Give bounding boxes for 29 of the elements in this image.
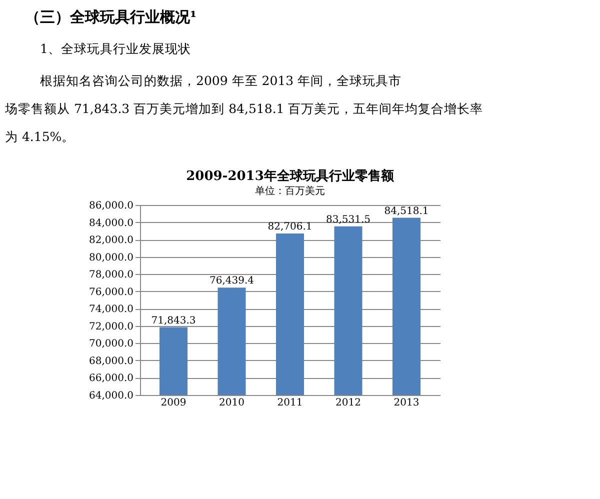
y-tick-label: 76,000.0 bbox=[88, 286, 134, 298]
x-tick-label: 2010 bbox=[219, 398, 244, 408]
y-tick-label: 70,000.0 bbox=[88, 338, 134, 350]
x-tick-label: 2009 bbox=[160, 398, 186, 408]
data-label: 83,531.5 bbox=[326, 214, 371, 226]
y-tick-label: 84,000.0 bbox=[88, 218, 134, 229]
chart-subtitle: 单位：百万美元 bbox=[255, 185, 325, 197]
x-tick-label: 2012 bbox=[336, 398, 361, 408]
y-tick-label: 68,000.0 bbox=[88, 356, 134, 367]
text: 场零售额从 71,843.3 百万美元增加到 84,518.1 百万美元，五年间年均复合增长率 bbox=[4, 101, 484, 116]
data-label: 71,843.3 bbox=[151, 315, 196, 326]
y-tick-label: 86,000.0 bbox=[88, 200, 134, 212]
text: 根据知名咨询公司的数据，2009 年至 2013 年间，全球玩具市 bbox=[40, 73, 402, 88]
text: 为 4.15%。 bbox=[5, 129, 75, 144]
text: 1、全球玩具行业发展现状 bbox=[40, 41, 191, 56]
y-tick-label: 80,000.0 bbox=[88, 252, 134, 264]
x-tick-label: 2011 bbox=[277, 398, 303, 408]
data-label: 76,439.4 bbox=[209, 276, 254, 287]
data-label: 82,706.1 bbox=[268, 221, 312, 232]
y-tick-label: 82,000.0 bbox=[88, 235, 134, 246]
data-label: 84,518.1 bbox=[384, 206, 429, 217]
y-tick-label: 72,000.0 bbox=[88, 321, 134, 332]
chart-title: 2009-2013年全球玩具行业零售额 bbox=[186, 168, 395, 184]
y-tick-label: 66,000.0 bbox=[88, 373, 134, 384]
y-tick-label: 78,000.0 bbox=[88, 270, 134, 281]
y-tick-label: 64,000.0 bbox=[88, 390, 134, 402]
text: （三）全球玩具行业概况¹ bbox=[25, 8, 197, 26]
x-tick-label: 2013 bbox=[394, 398, 420, 408]
y-tick-label: 74,000.0 bbox=[88, 304, 134, 316]
